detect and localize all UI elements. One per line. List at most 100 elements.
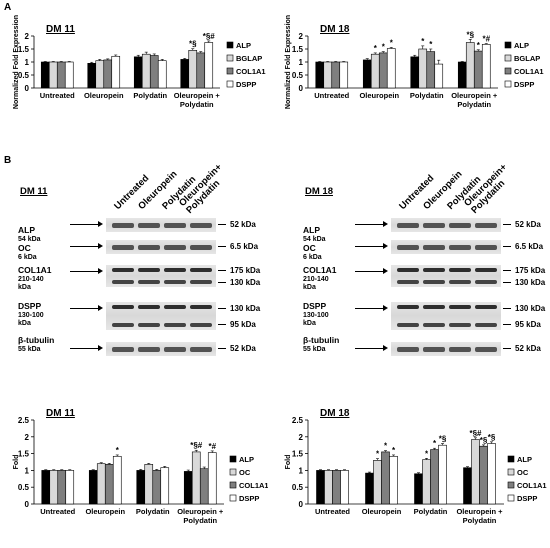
band — [138, 323, 160, 327]
qpcr-chart-dm11: DM 11 Normalized Fold Expression 0 0.5 1 1.5 2… — [13, 15, 266, 109]
protein-label: DSPP — [303, 301, 327, 311]
significance-label: *§ — [488, 433, 496, 442]
x-tick-label: Untreated — [315, 507, 350, 516]
protein-label: COL1A1 — [303, 265, 337, 275]
arrow-head — [383, 345, 388, 351]
legend-swatch — [226, 54, 234, 62]
bar — [370, 53, 380, 89]
bar — [487, 443, 496, 505]
bar — [152, 470, 162, 505]
band — [475, 346, 497, 352]
y-tick-label: 0 — [299, 500, 304, 509]
x-tick-label: Oleuropein + Polydatin — [451, 91, 498, 109]
protein-label: β-tubulin — [303, 335, 340, 345]
densitometry-chart-dm11: DM 11 Fold 0 0.5 1 1.5 2 2.5 Untreated * Oleuropei… — [13, 408, 268, 525]
bar — [331, 61, 341, 89]
marker-label: 52 kDa — [515, 344, 541, 353]
bar — [160, 467, 170, 505]
densitometry-chart-dm18: DM 18 Fold 0 0.5 1 1.5 2 2.5 Untreated * * * Oleurop… — [285, 408, 547, 525]
y-tick-label: 1.5 — [292, 450, 304, 459]
western-blot-dm11: DM 11 Untreated Oleuropein Polydatin Oleurop… — [0, 162, 275, 370]
arrow-line — [70, 348, 100, 349]
significance-label: * — [376, 450, 380, 459]
band — [112, 244, 134, 250]
band — [138, 268, 160, 272]
legend-swatch — [504, 80, 512, 88]
y-tick-label: 2 — [299, 433, 304, 442]
legend-swatch — [229, 468, 237, 476]
arrow-head — [98, 221, 103, 227]
blot-title: DM 18 — [305, 186, 333, 197]
band — [190, 323, 212, 327]
arrow-head — [383, 243, 388, 249]
marker-label: 95 kDa — [230, 320, 256, 329]
marker-tick — [218, 282, 226, 283]
bar — [414, 473, 423, 505]
arrow-head — [383, 268, 388, 274]
arrow-line — [70, 224, 100, 225]
x-tick-label: Untreated — [40, 507, 75, 516]
x-tick-label: Oleuropein — [359, 91, 399, 100]
bar — [316, 470, 325, 505]
legend-swatch — [226, 80, 234, 88]
band — [164, 222, 186, 228]
legend-swatch — [226, 41, 234, 49]
y-tick-label: 0 — [25, 84, 30, 93]
blot-strip — [106, 342, 216, 356]
y-tick-label: 2.5 — [18, 416, 30, 425]
blot-strip — [391, 265, 501, 287]
band — [112, 268, 134, 272]
band — [423, 323, 445, 327]
x-tick-label: Oleuropein + Polydatin — [177, 507, 224, 525]
marker-tick — [218, 270, 226, 271]
bar — [324, 470, 333, 505]
significance-label: * — [392, 446, 396, 455]
arrow-head — [383, 305, 388, 311]
protein-label: DSPP — [18, 301, 42, 311]
y-tick-label: 0.5 — [292, 483, 304, 492]
protein-size: 55 kDa — [303, 346, 326, 353]
qpcr-chart-dm18: DM 18 Normalized Fold Expression 0 0.5 1 1.5 2… — [285, 15, 544, 109]
legend-label: ALP — [517, 455, 532, 464]
protein-size: 6 kDa — [18, 254, 37, 261]
y-tick-label: 0.5 — [18, 483, 30, 492]
protein-size: 54 kDa — [303, 236, 326, 243]
y-tick-label: 1 — [25, 58, 30, 67]
legend-swatch — [226, 67, 234, 75]
legend-swatch — [504, 67, 512, 75]
marker-label: 52 kDa — [230, 344, 256, 353]
blot-strip — [391, 342, 501, 356]
protein-size: 130-100 kDa — [18, 312, 44, 327]
y-tick-label: 1 — [299, 58, 304, 67]
legend-swatch — [229, 494, 237, 502]
band — [449, 346, 471, 352]
protein-size: 210-140 kDa — [303, 276, 329, 291]
band — [475, 323, 497, 327]
band — [138, 346, 160, 352]
blot-title: DM 11 — [20, 186, 48, 197]
protein-label: OC — [303, 243, 316, 253]
bar — [191, 451, 201, 505]
marker-label: 130 kDa — [515, 304, 546, 313]
bar — [434, 63, 444, 89]
chart-title: DM 11 — [46, 408, 75, 419]
band — [164, 280, 186, 284]
band — [449, 222, 471, 228]
significance-label: *§ — [189, 40, 197, 49]
legend-swatch — [504, 54, 512, 62]
bar — [315, 61, 325, 89]
band — [397, 244, 419, 250]
significance-label: *# — [482, 35, 490, 44]
protein-size: 55 kDa — [18, 346, 41, 353]
panel-letter-b: B — [4, 155, 12, 166]
band — [112, 280, 134, 284]
y-tick-label: 1.5 — [18, 450, 30, 459]
marker-tick — [503, 224, 511, 225]
bar — [56, 61, 66, 89]
bar — [183, 471, 193, 505]
band — [475, 222, 497, 228]
protein-label: OC — [18, 243, 31, 253]
band — [190, 222, 212, 228]
bar — [362, 59, 372, 89]
band — [190, 268, 212, 272]
